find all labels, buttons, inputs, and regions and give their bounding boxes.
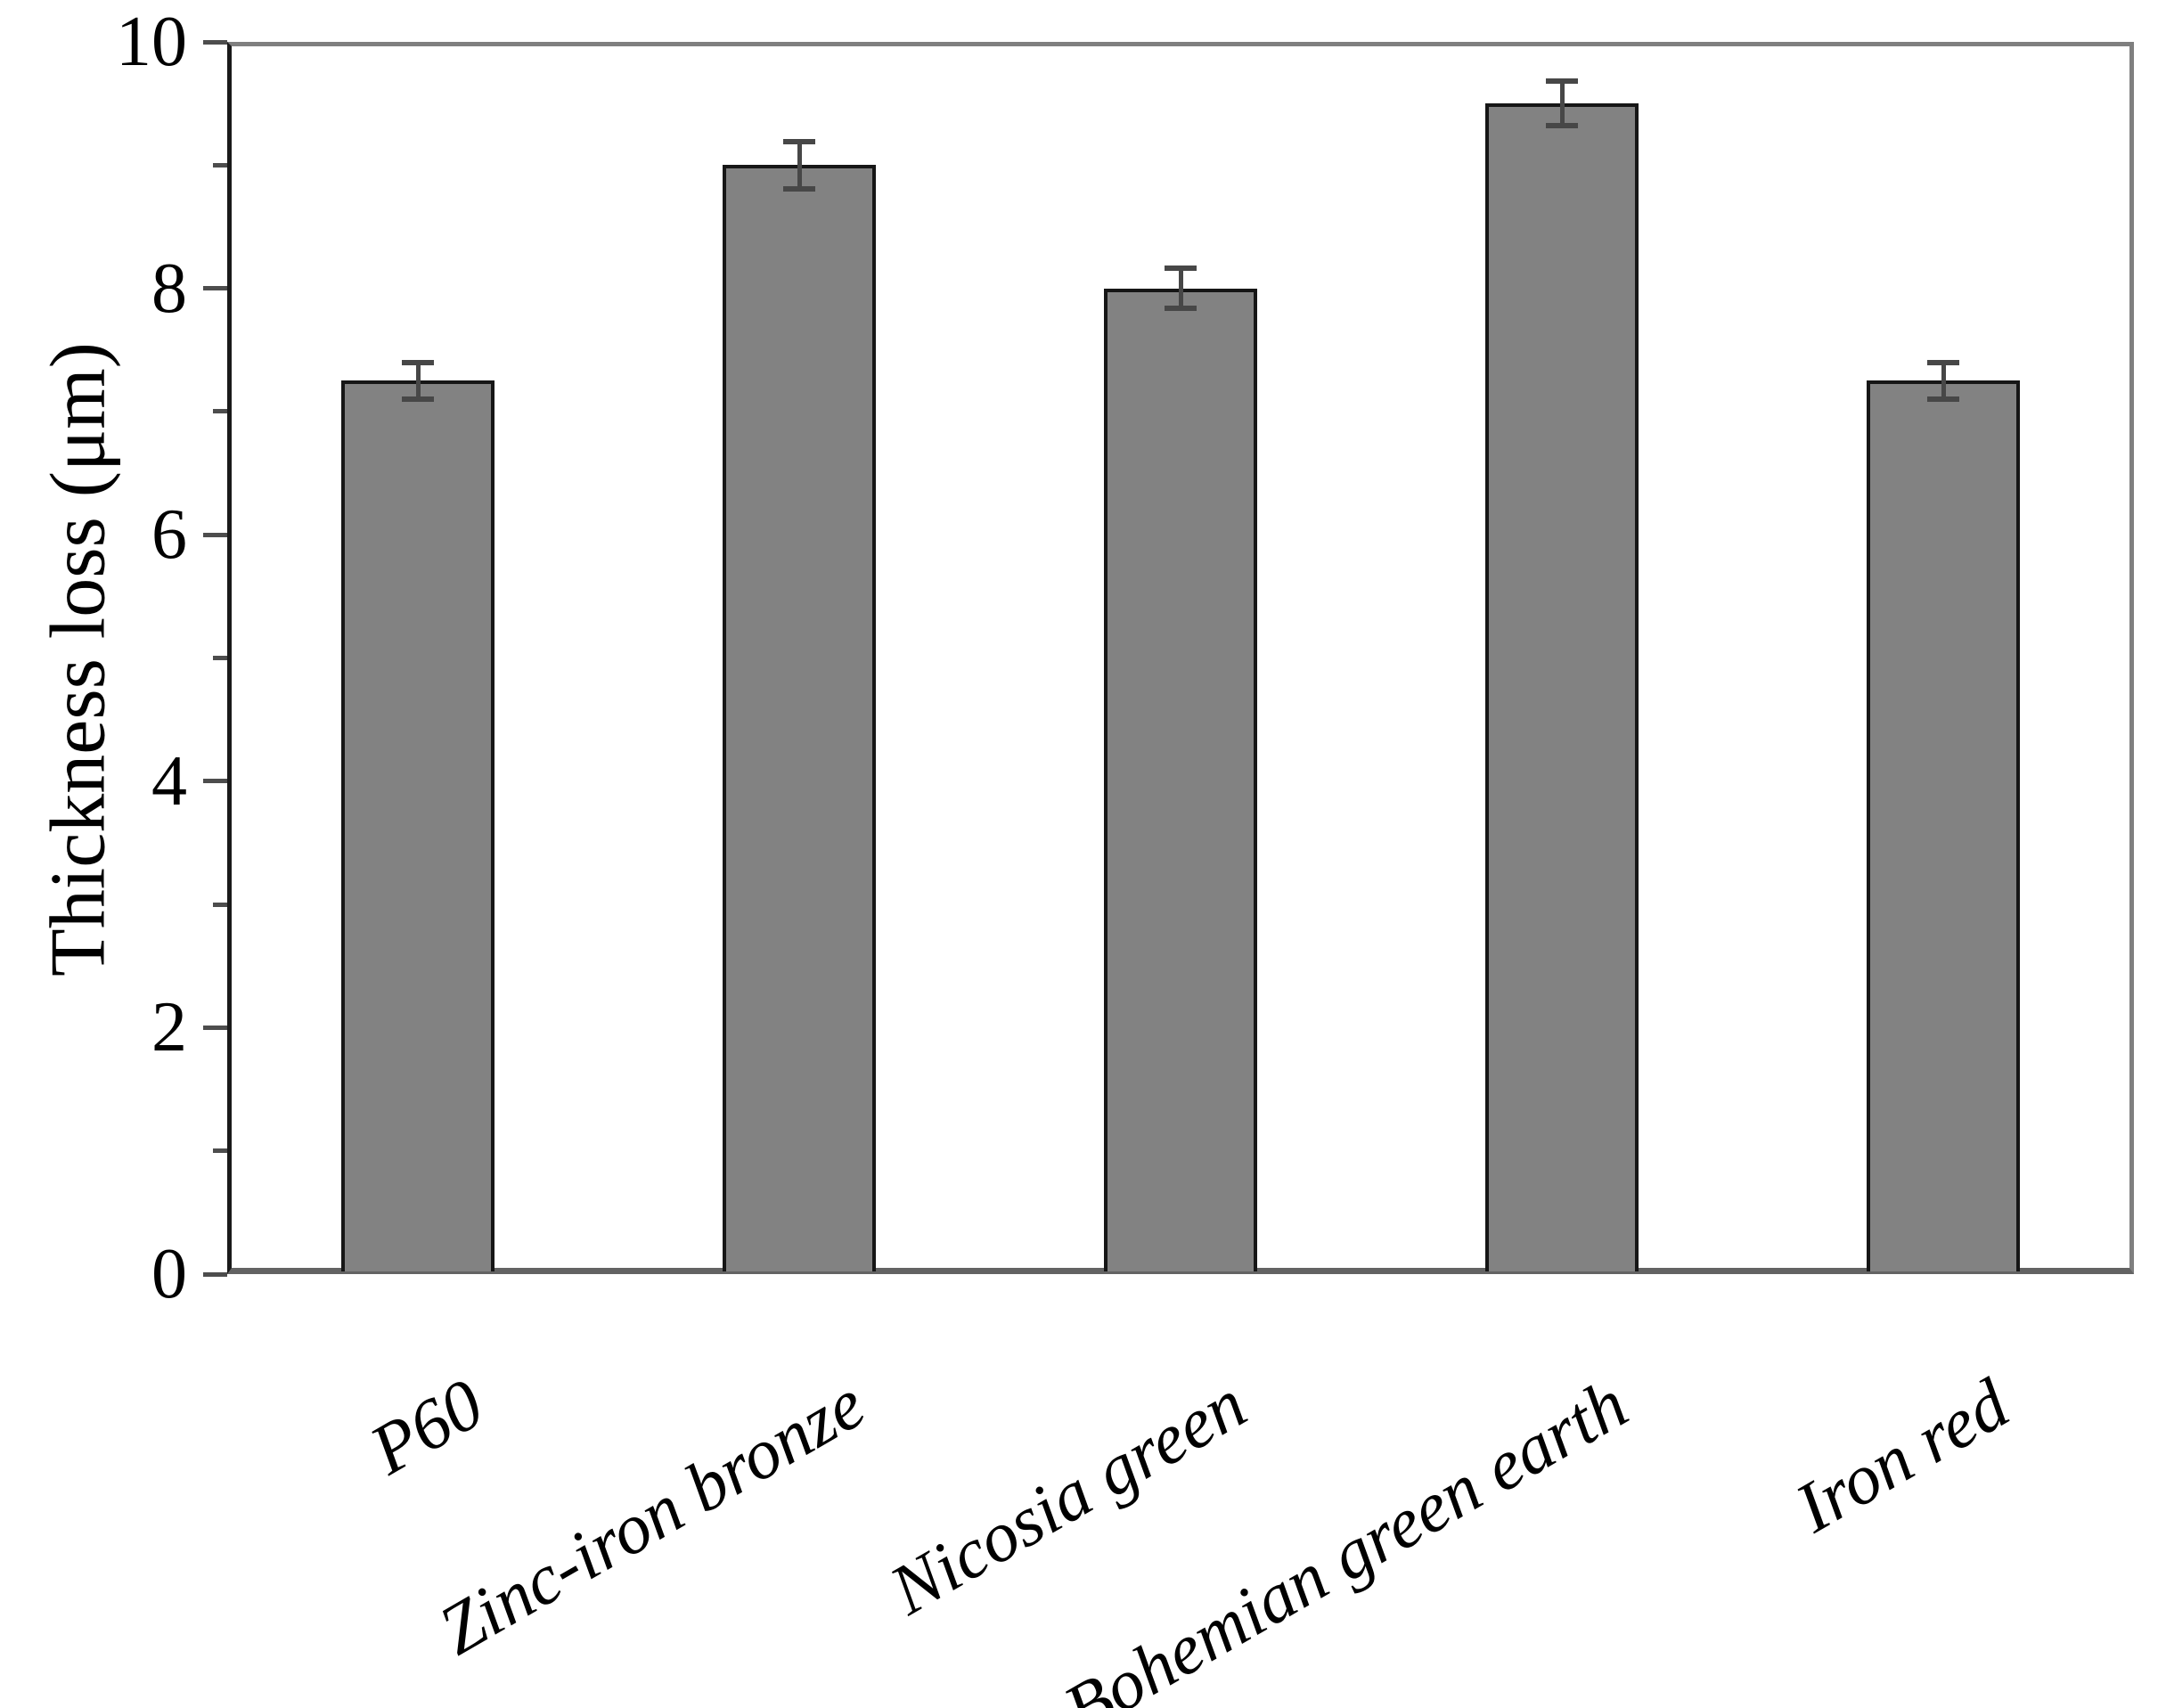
y-axis-major-tick — [203, 39, 227, 45]
y-axis-tick-label: 10 — [116, 3, 187, 81]
error-bar-cap — [1927, 396, 1959, 403]
error-bar-line — [1178, 268, 1183, 308]
bar — [1867, 380, 2020, 1271]
error-bar-cap — [1165, 305, 1197, 311]
error-bar-cap — [402, 359, 434, 365]
y-axis-tick-label: 6 — [151, 495, 187, 575]
error-bar-cap — [1927, 359, 1959, 365]
error-bar-line — [797, 142, 802, 189]
error-bar-cap — [402, 396, 434, 403]
error-bar-line — [1559, 81, 1565, 127]
bar — [723, 165, 876, 1271]
y-axis-major-tick — [203, 1271, 227, 1277]
y-axis-minor-tick — [213, 409, 227, 414]
bar — [1104, 288, 1257, 1271]
error-bar-cap — [1546, 123, 1578, 129]
error-bar-cap — [783, 185, 815, 192]
y-axis-label: Thickness loss (μm) — [35, 342, 122, 977]
y-axis-major-tick — [203, 286, 227, 291]
y-axis-major-tick — [203, 779, 227, 784]
error-bar-cap — [1546, 78, 1578, 85]
y-axis-major-tick — [203, 1025, 227, 1030]
error-bar-line — [1941, 362, 1946, 400]
y-axis-minor-tick — [213, 656, 227, 660]
y-axis-tick-label: 2 — [151, 988, 187, 1067]
y-axis-tick-label: 4 — [151, 741, 187, 821]
error-bar-line — [415, 362, 421, 400]
y-axis-minor-tick — [213, 162, 227, 168]
error-bar-cap — [783, 139, 815, 145]
bar — [341, 380, 495, 1271]
bar — [1485, 103, 1639, 1271]
y-axis-minor-tick — [213, 1148, 227, 1154]
y-axis-tick-label: 8 — [151, 249, 187, 328]
y-axis-tick-label: 0 — [151, 1235, 187, 1313]
error-bar-cap — [1165, 266, 1197, 272]
y-axis-minor-tick — [213, 902, 227, 907]
y-axis-major-tick — [203, 532, 227, 537]
